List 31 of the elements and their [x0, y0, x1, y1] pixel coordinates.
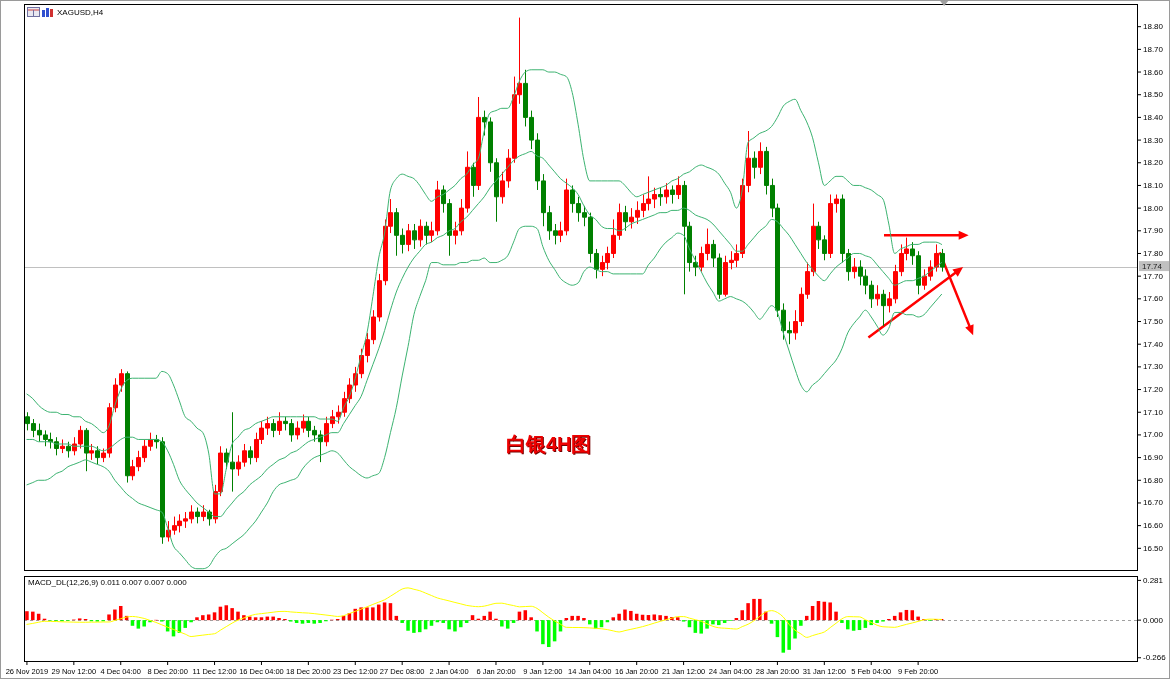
y-tick-label: 18.80 — [1143, 22, 1164, 32]
y-tick-label: 16.60 — [1143, 521, 1164, 531]
text: 白银4H图 — [505, 432, 592, 455]
y-tick-label: 18.00 — [1143, 203, 1164, 213]
y-tick-label: 17.40 — [1143, 339, 1164, 349]
y-tick-label: 17.90 — [1143, 226, 1164, 236]
y-tick-label: -0.266 — [1143, 653, 1167, 663]
y-tick-label: 0.000 — [1143, 615, 1164, 625]
ref-line-label: 17.74 — [1142, 261, 1163, 271]
y-tick-label: 18.20 — [1143, 158, 1164, 168]
y-tick-label: 17.60 — [1143, 294, 1164, 304]
y-tick-label: 18.40 — [1143, 112, 1164, 122]
y-tick-label: 18.60 — [1143, 67, 1164, 77]
y-tick-label: 18.10 — [1143, 180, 1164, 190]
chart-title: MACD_DL(12,26,9) 0.011 0.007 0.007 0.000 — [28, 578, 188, 587]
y-tick-label: 17.70 — [1143, 271, 1164, 281]
y-tick-label: 17.00 — [1143, 430, 1164, 440]
y-tick-label: 17.10 — [1143, 407, 1164, 417]
y-tick-label: 17.30 — [1143, 362, 1164, 372]
y-tick-label: 17.50 — [1143, 317, 1164, 327]
y-tick-label: 16.70 — [1143, 498, 1164, 508]
y-tick-label: 17.20 — [1143, 385, 1164, 395]
y-tick-label: 16.50 — [1143, 543, 1164, 553]
y-tick-label: 18.50 — [1143, 90, 1164, 100]
y-tick-label: 18.30 — [1143, 135, 1164, 145]
y-tick-label: 0.281 — [1143, 575, 1164, 585]
y-tick-label: 18.70 — [1143, 44, 1164, 54]
y-tick-label: 16.90 — [1143, 453, 1164, 463]
text: XAGUSD,H4 — [57, 8, 104, 17]
y-tick-label: 16.80 — [1143, 475, 1164, 485]
y-tick-label: 17.80 — [1143, 248, 1164, 258]
